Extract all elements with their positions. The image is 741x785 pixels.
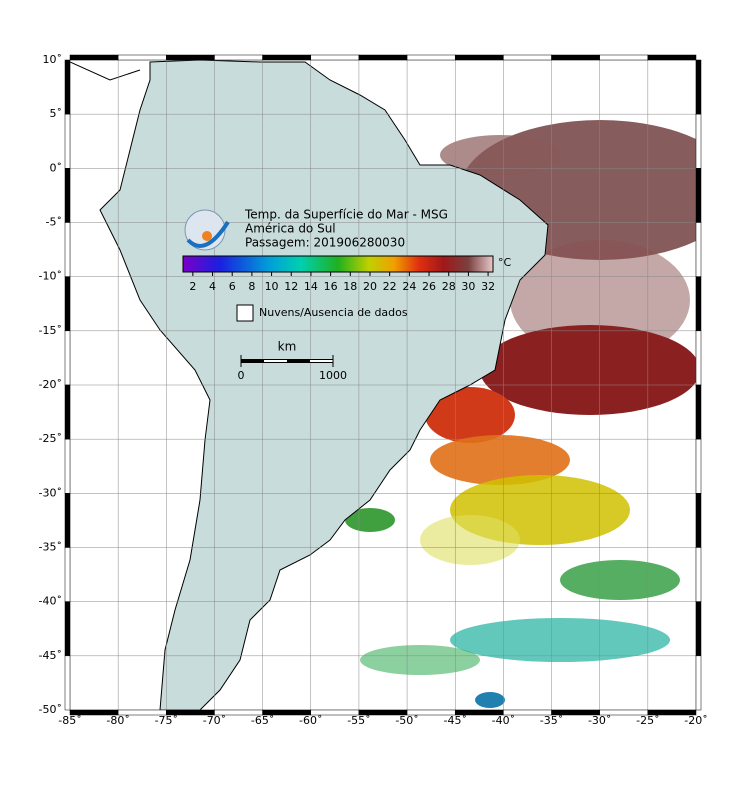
y-tick-label: -25˚: [39, 432, 62, 445]
y-tick-label: -35˚: [39, 541, 62, 554]
frame-segment: [647, 709, 697, 716]
frame-segment: [695, 493, 702, 548]
frame-segment: [310, 54, 360, 61]
x-tick-label: -35˚: [540, 714, 563, 727]
x-tick-label: -55˚: [347, 714, 370, 727]
scalebar-label: 0: [238, 369, 245, 382]
x-tick-label: -30˚: [588, 714, 611, 727]
legend-swatch: [236, 304, 254, 322]
scalebar: [264, 360, 287, 362]
frame-segment: [695, 438, 702, 494]
y-tick-label: -30˚: [39, 486, 62, 499]
frame-segment: [64, 601, 71, 657]
colorbar-tick-label: 30: [461, 280, 475, 293]
x-tick-label: -20˚: [684, 714, 707, 727]
x-tick-label: -45˚: [443, 714, 466, 727]
y-tick-label: -10˚: [39, 270, 62, 283]
x-tick-label: -60˚: [299, 714, 322, 727]
colorbar-tick-label: 6: [229, 280, 236, 293]
y-tick-label: -20˚: [39, 378, 62, 391]
frame-segment: [695, 547, 702, 602]
frame-segment: [64, 168, 71, 223]
y-tick-label: -15˚: [39, 324, 62, 337]
map-body: [70, 60, 696, 710]
colorbar-tick-label: 24: [402, 280, 416, 293]
y-tick-label: 0˚: [50, 161, 63, 174]
frame-segment: [358, 54, 408, 61]
colorbar-tick-label: 12: [284, 280, 298, 293]
frame-segment: [647, 54, 697, 61]
frame-segment: [214, 54, 263, 61]
frame-segment: [695, 113, 702, 169]
frame-segment: [695, 384, 702, 440]
x-tick-label: -50˚: [395, 714, 418, 727]
y-tick-label: 10˚: [43, 53, 63, 66]
logo: [184, 209, 230, 251]
title-line: Passagem: 201906280030: [245, 236, 405, 250]
y-tick-label: -50˚: [39, 703, 62, 716]
legend-label: Nuvens/Ausencia de dados: [259, 306, 408, 319]
frame-segment: [599, 54, 649, 61]
frame-segment: [262, 54, 312, 61]
frame-segment: [64, 655, 71, 711]
frame-segment: [64, 59, 71, 115]
colorbar-tick-label: 16: [324, 280, 338, 293]
colorbar-unit: °C: [498, 256, 512, 269]
frame-segment: [695, 168, 702, 223]
frame-segment: [69, 54, 119, 61]
y-tick-label: -5˚: [46, 216, 62, 229]
colorbar-tick-label: 10: [265, 280, 279, 293]
colorbar-tick-label: 28: [442, 280, 456, 293]
frame-segment: [64, 493, 71, 548]
frame-segment: [695, 222, 702, 277]
frame-segment: [454, 54, 504, 61]
colorbar-tick-label: 20: [363, 280, 377, 293]
frame-segment: [64, 113, 71, 169]
colorbar-tick-label: 4: [209, 280, 216, 293]
frame-segment: [695, 276, 702, 332]
title-line: Temp. da Superfície do Mar - MSG: [244, 208, 448, 222]
frame-segment: [64, 330, 71, 386]
colorbar: [182, 255, 494, 273]
x-tick-label: -40˚: [492, 714, 515, 727]
frame-segment: [695, 601, 702, 657]
central-america: [70, 61, 141, 81]
frame-segment: [64, 438, 71, 494]
sst-field: [345, 120, 696, 708]
colorbar-tick-label: 26: [422, 280, 436, 293]
frame-segment: [695, 59, 702, 115]
frame-segment: [166, 54, 215, 61]
scalebar-unit: km: [278, 340, 297, 354]
colorbar-tick-label: 18: [343, 280, 357, 293]
y-tick-label: -40˚: [39, 595, 62, 608]
colorbar-tick-label: 2: [189, 280, 196, 293]
x-tick-label: -75˚: [155, 714, 178, 727]
frame-segment: [64, 547, 71, 602]
x-tick-label: -70˚: [203, 714, 226, 727]
y-tick-label: -45˚: [39, 649, 62, 662]
x-tick-label: -65˚: [251, 714, 274, 727]
x-tick-label: -25˚: [636, 714, 659, 727]
frame-segment: [64, 276, 71, 332]
colorbar-tick-label: 22: [383, 280, 397, 293]
title-line: América do Sul: [245, 222, 336, 236]
x-tick-label: -80˚: [106, 714, 129, 727]
frame-segment: [695, 655, 702, 711]
colorbar-tick-label: 14: [304, 280, 318, 293]
x-tick-label: -85˚: [58, 714, 81, 727]
frame-segment: [695, 330, 702, 386]
frame-segment: [64, 222, 71, 277]
frame-segment: [406, 54, 456, 61]
frame-segment: [117, 54, 167, 61]
scalebar: [310, 360, 333, 362]
frame-segment: [551, 54, 600, 61]
colorbar-tick-label: 32: [481, 280, 495, 293]
scalebar-label: 1000: [319, 369, 347, 382]
frame-segment: [64, 384, 71, 440]
frame-segment: [503, 54, 552, 61]
y-tick-label: 5˚: [50, 107, 63, 120]
colorbar-tick-label: 8: [248, 280, 255, 293]
